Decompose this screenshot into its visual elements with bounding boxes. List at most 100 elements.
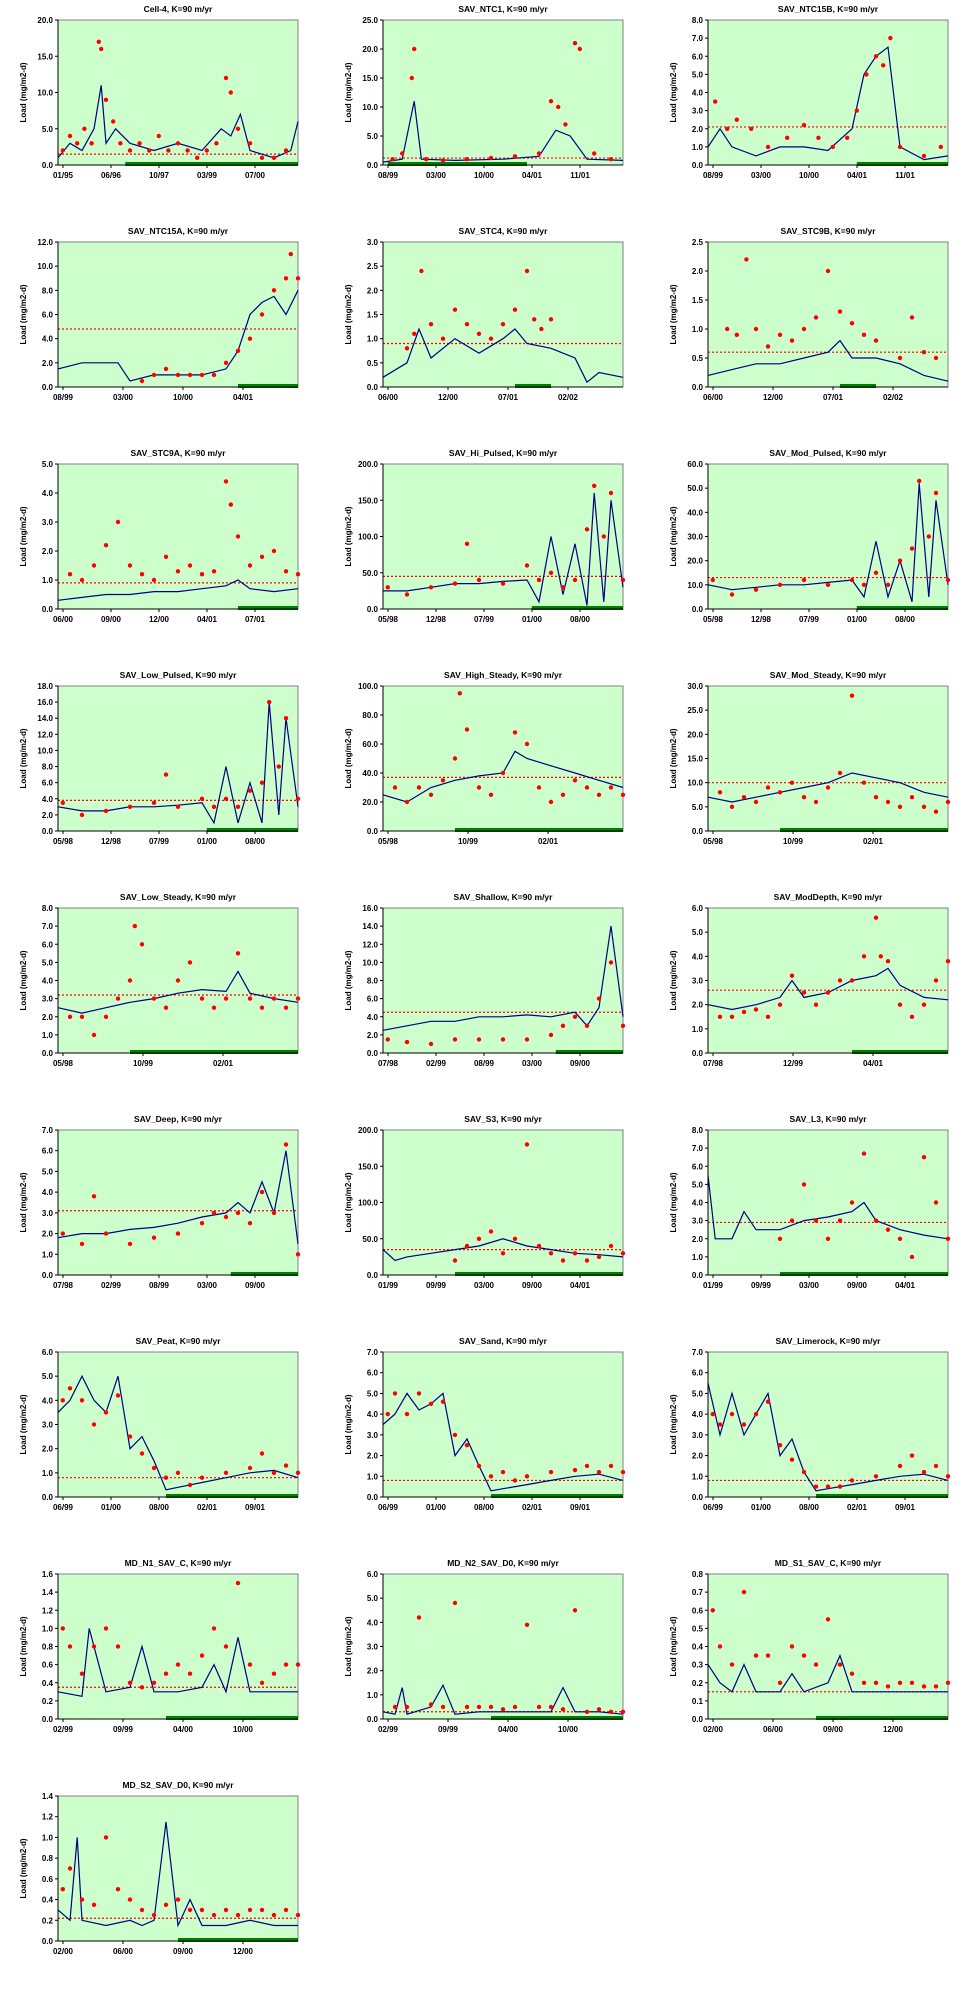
chart: SAV_NTC15B, K=90 m/yr 0.0 1.0 2.0 3.0 4.0 5.0 6… <box>669 4 949 180</box>
observed-point <box>288 251 293 257</box>
observed-point <box>837 1484 843 1489</box>
observed-point <box>584 1463 590 1469</box>
observed-point <box>584 527 590 532</box>
observed-point <box>921 804 927 809</box>
observed-point <box>91 1422 97 1427</box>
observed-point <box>91 563 97 568</box>
observed-point <box>765 144 771 150</box>
observed-point <box>572 1467 578 1473</box>
y-tick-label: 3.0 <box>367 1643 379 1652</box>
x-tick-label: 07/99 <box>149 837 170 846</box>
observed-point <box>620 1251 626 1256</box>
observed-point <box>89 141 94 146</box>
simulated-series-line <box>57 1374 299 1491</box>
y-tick-label: 20.0 <box>362 798 378 807</box>
y-tick-label: 1.6 <box>42 1570 54 1579</box>
observed-point <box>849 1478 855 1483</box>
observed-point <box>91 1194 97 1199</box>
observed-point <box>813 1662 819 1667</box>
y-tick-label: 14.0 <box>37 714 53 723</box>
x-tick-label: 07/00 <box>245 171 266 180</box>
simulated-series-line <box>382 1238 624 1262</box>
observed-point <box>861 1151 867 1156</box>
y-tick-label: 8.0 <box>42 763 54 772</box>
observed-point <box>147 148 152 153</box>
observed-point <box>813 1002 819 1007</box>
chart: SAV_Low_Pulsed, K=90 m/yr 0.0 2.0 4.0 6.0 8.0… <box>19 670 301 846</box>
y-tick-label: 5.0 <box>42 958 54 967</box>
observed-point <box>536 577 542 583</box>
y-tick-label: 150.0 <box>358 1162 379 1171</box>
y-tick-label: 0.0 <box>42 605 54 614</box>
observed-point <box>729 1411 735 1417</box>
y-tick-label: 3.0 <box>692 977 704 986</box>
observed-point <box>228 502 233 507</box>
y-axis-label: Load (mg/m2-d) <box>344 1616 353 1676</box>
x-tick-label: 08/99 <box>149 1281 170 1290</box>
x-tick-label: 02/00 <box>703 1725 724 1734</box>
y-tick-label: 2.0 <box>692 1235 704 1244</box>
observed-point <box>464 727 470 732</box>
simulated-series-line <box>57 970 299 1014</box>
y-tick-label: 0.0 <box>692 383 704 392</box>
simulated-series-line <box>707 339 949 382</box>
y-tick-label: 4.0 <box>367 1013 379 1022</box>
x-tick-label: 09/99 <box>113 1725 134 1734</box>
observed-point <box>223 479 229 484</box>
chart: SAV_Mod_Pulsed, K=90 m/yr 0.0 10.0 20.0 30.0… <box>669 448 951 624</box>
x-tick-label: 02/99 <box>101 1281 122 1290</box>
observed-point <box>933 978 939 983</box>
observed-point <box>60 800 65 805</box>
y-tick-label: 18.0 <box>37 682 53 691</box>
observed-point <box>199 1221 205 1226</box>
y-tick-label: 0.0 <box>367 161 379 170</box>
observed-point <box>127 1680 133 1685</box>
observed-point <box>873 570 879 575</box>
y-tick-label: 0.2 <box>42 1697 54 1706</box>
observed-point <box>187 960 193 965</box>
observed-point <box>295 276 301 281</box>
observed-point <box>199 572 205 577</box>
observed-point <box>897 144 903 150</box>
observed-point <box>825 785 831 790</box>
y-tick-label: 12.0 <box>37 730 53 739</box>
observed-point <box>500 1037 506 1042</box>
observed-point <box>166 148 171 153</box>
observed-point <box>524 1142 530 1147</box>
observed-point <box>909 315 915 320</box>
observed-point <box>404 1039 410 1045</box>
observed-point <box>945 577 951 583</box>
observed-point <box>909 546 915 551</box>
y-tick-label: 0.4 <box>692 1643 704 1652</box>
observed-point <box>416 785 422 790</box>
x-tick-label: 06/00 <box>763 1725 784 1734</box>
observed-point <box>82 126 87 131</box>
chart: SAV_Shallow, K=90 m/yr 0.0 2.0 4.0 6.0 8.0 10.… <box>344 892 626 1068</box>
simulated-series-line <box>382 327 624 384</box>
y-tick-label: 10.0 <box>362 103 378 112</box>
observed-point <box>512 307 518 312</box>
observed-point <box>560 1707 566 1712</box>
y-tick-label: 0.0 <box>692 827 704 836</box>
y-tick-label: 7.0 <box>367 1348 379 1357</box>
observed-point <box>247 1662 253 1667</box>
y-tick-label: 0.8 <box>42 1643 54 1652</box>
observed-point <box>885 959 891 964</box>
observed-point <box>67 1014 73 1019</box>
y-tick-label: 6.0 <box>42 940 54 949</box>
chart-title: SAV_L3, K=90 m/yr <box>789 1114 867 1124</box>
chart-title: MD_N1_SAV_C, K=90 m/yr <box>125 1558 233 1568</box>
chart: SAV_STC9B, K=90 m/yr 0.0 0.5 1.0 1.5 2.0 2.5 06… <box>669 226 949 402</box>
observed-point <box>223 75 229 81</box>
x-tick-label: 10/00 <box>558 1725 579 1734</box>
x-tick-label: 09/00 <box>847 1281 868 1290</box>
x-tick-label: 02/99 <box>53 1725 74 1734</box>
observed-point <box>223 1214 229 1220</box>
observed-point <box>295 1912 301 1918</box>
observed-point <box>933 1463 939 1469</box>
observed-point <box>608 1709 614 1714</box>
y-tick-label: 6.0 <box>367 995 379 1004</box>
observed-point <box>139 1451 145 1456</box>
observed-point <box>777 1002 783 1007</box>
